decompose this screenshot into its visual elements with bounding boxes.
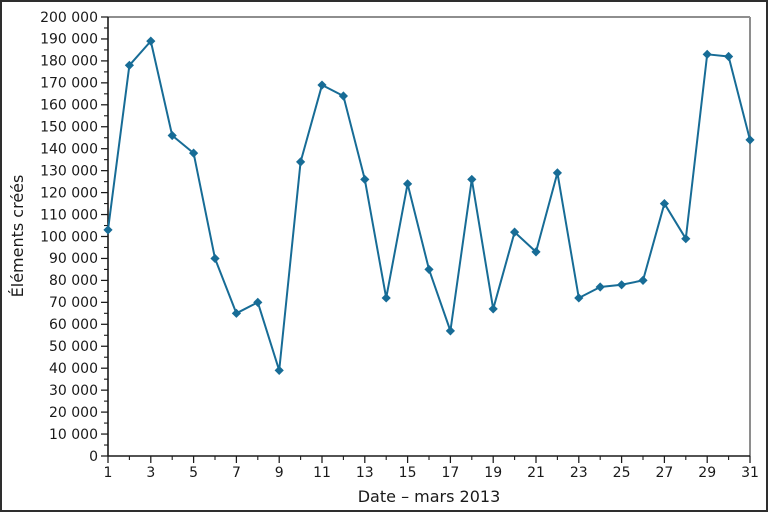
x-tick-label: 27: [655, 465, 673, 481]
x-tick-label: 17: [441, 465, 459, 481]
x-tick-label: 15: [399, 465, 417, 481]
x-tick-label: 9: [275, 465, 284, 481]
data-point: [638, 275, 648, 285]
x-tick-label: 13: [356, 465, 374, 481]
y-tick-label: 0: [89, 449, 98, 465]
data-line: [107, 40, 751, 372]
x-tick-label: 29: [698, 465, 716, 481]
data-point: [659, 198, 669, 209]
data-point: [488, 304, 498, 314]
y-tick-label: 160 000: [40, 98, 98, 114]
x-tick-label: 1: [104, 465, 113, 481]
data-point: [552, 168, 562, 178]
y-axis-title: Éléments créés: [8, 175, 27, 298]
data-point: [124, 60, 134, 70]
y-tick-label: 180 000: [40, 54, 98, 70]
data-point: [574, 293, 584, 303]
y-tick-label: 170 000: [40, 76, 98, 92]
data-point: [360, 174, 370, 185]
y-tick-label: 140 000: [40, 141, 98, 157]
data-point: [189, 148, 199, 158]
y-tick-label: 150 000: [40, 120, 98, 136]
data-point: [296, 157, 306, 167]
y-tick-label: 20 000: [49, 405, 98, 421]
x-tick-label: 23: [570, 465, 588, 481]
y-tick-label: 70 000: [49, 295, 98, 311]
x-tick-label: 19: [484, 465, 502, 481]
x-tick-label: 5: [189, 465, 198, 481]
data-point: [531, 247, 541, 257]
y-tick-label: 100 000: [40, 229, 98, 245]
x-tick-label: 7: [232, 465, 241, 481]
data-point: [253, 297, 263, 307]
data-point: [681, 234, 691, 244]
data-point: [617, 280, 627, 290]
plot-spines: [107, 16, 751, 457]
x-tick-label: 25: [613, 465, 631, 481]
y-tick-label: 110 000: [40, 207, 98, 223]
axis-ticks: [101, 16, 751, 463]
x-tick-label: 11: [313, 465, 331, 481]
data-point: [317, 80, 327, 90]
x-axis-title: Date – mars 2013: [358, 487, 501, 506]
y-tick-label: 90 000: [49, 251, 98, 267]
y-tick-label: 10 000: [49, 427, 98, 443]
data-point: [467, 174, 477, 185]
y-tick-label: 190 000: [40, 32, 98, 48]
y-tick-label: 130 000: [40, 163, 98, 179]
data-point: [724, 51, 734, 62]
data-point: [167, 130, 177, 141]
data-point: [381, 293, 391, 303]
y-tick-label: 30 000: [49, 383, 98, 399]
data-point: [745, 135, 755, 145]
data-point: [445, 326, 455, 336]
data-point: [424, 264, 434, 275]
data-point: [103, 225, 113, 235]
data-point: [595, 282, 605, 292]
y-tick-label: 50 000: [49, 339, 98, 355]
tick-labels: 0 10 000 20 000 30 000 40 000 50 000 60 000 70 …: [40, 10, 759, 481]
data-point: [210, 253, 220, 264]
data-point: [510, 227, 520, 237]
y-tick-label: 80 000: [49, 273, 98, 289]
y-tick-label: 200 000: [40, 10, 98, 26]
data-point: [702, 49, 712, 59]
x-tick-label: 3: [146, 465, 155, 481]
data-point: [146, 36, 156, 46]
data-point: [403, 179, 413, 189]
data-series: [103, 36, 755, 375]
x-tick-label: 31: [741, 465, 759, 481]
y-tick-label: 40 000: [49, 361, 98, 377]
data-point: [231, 308, 241, 318]
data-point: [274, 365, 284, 375]
data-point: [338, 91, 348, 101]
y-tick-label: 60 000: [49, 317, 98, 333]
y-tick-label: 120 000: [40, 185, 98, 201]
x-tick-label: 21: [527, 465, 545, 481]
